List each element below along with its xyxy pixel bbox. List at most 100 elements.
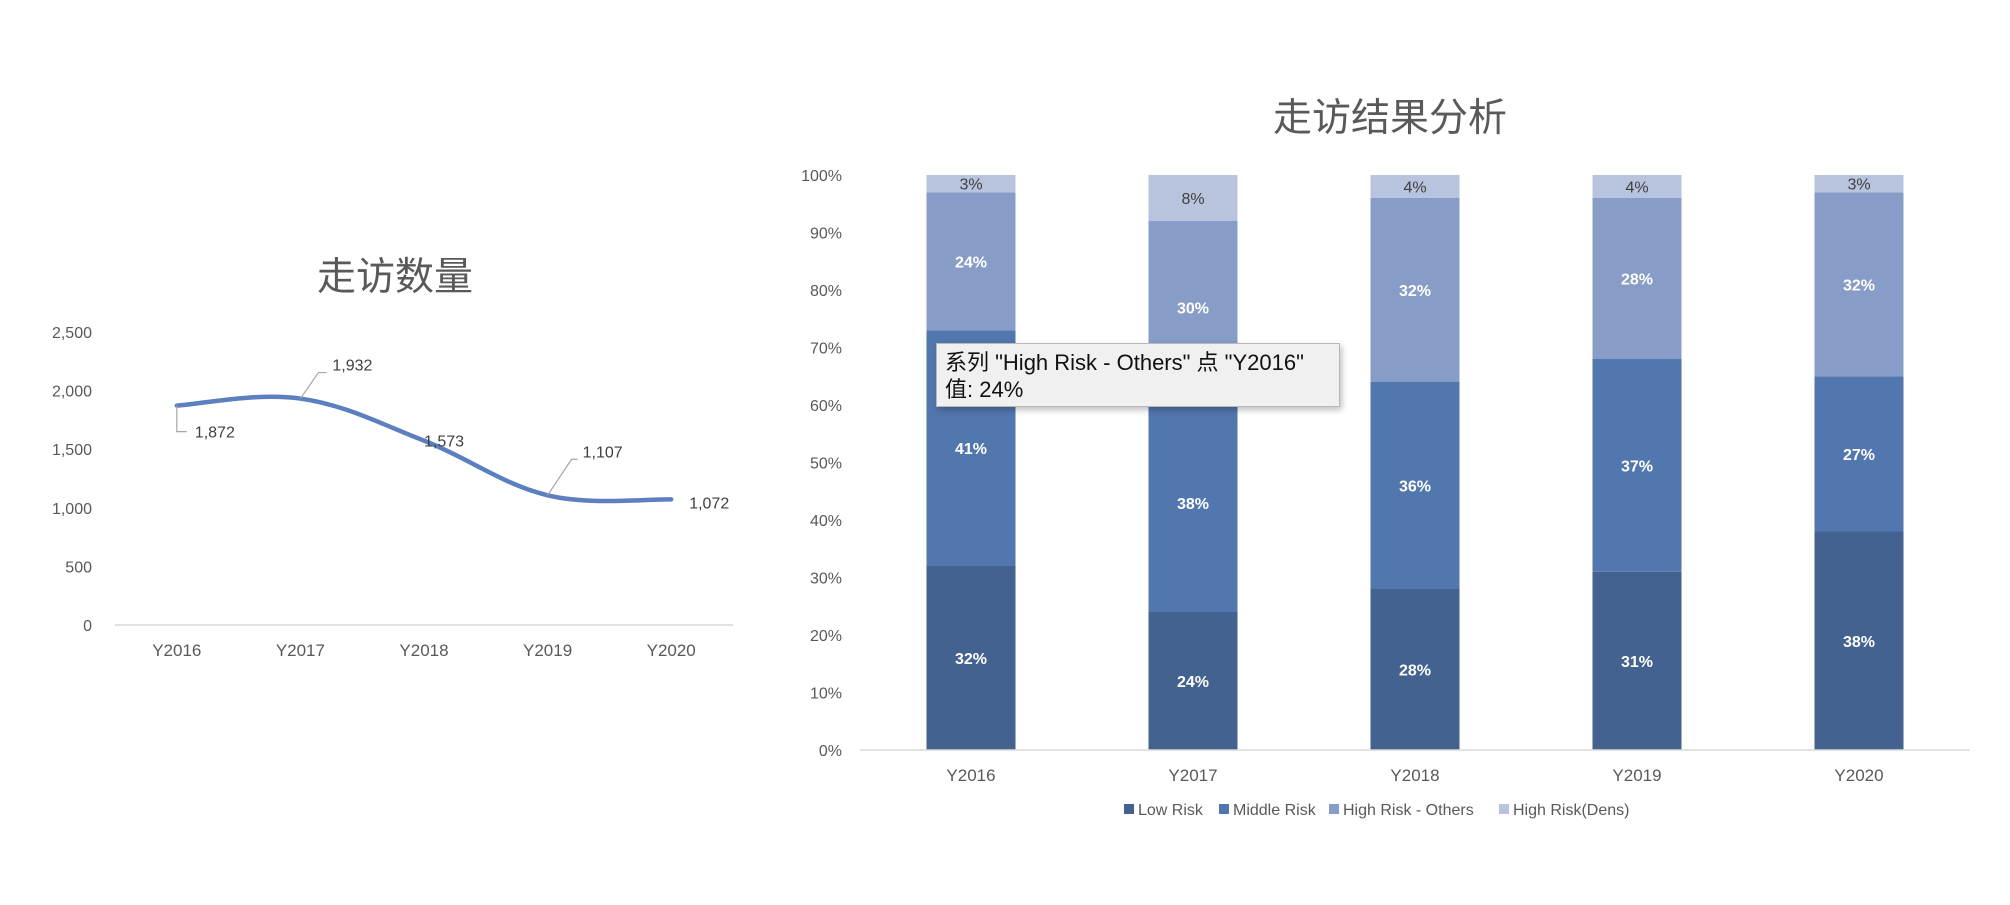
bar-segment-label: 32% <box>1843 277 1875 294</box>
legend-item[interactable]: High Risk - Others <box>1329 802 1474 819</box>
bar-segment[interactable] <box>1148 175 1238 221</box>
line-data-label: 1,932 <box>332 358 372 375</box>
bar-segment[interactable] <box>1148 393 1238 613</box>
line-data-label: 1,573 <box>424 434 464 451</box>
line-series[interactable] <box>174 394 674 504</box>
bar-segment-label: 32% <box>1399 283 1431 300</box>
bar-y-tick-label: 100% <box>801 168 842 185</box>
line-label-leader <box>176 405 187 433</box>
bar-y-tick-label: 0% <box>819 743 842 760</box>
bar-segment-label: 4% <box>1625 180 1648 197</box>
line-y-tick-label: 1,500 <box>52 442 92 459</box>
bar-segment[interactable] <box>1592 198 1682 359</box>
bar-segment-label: 37% <box>1621 458 1653 475</box>
bar-segment[interactable] <box>1370 589 1460 750</box>
bar-segment-label: 41% <box>955 441 987 458</box>
line-y-tick-label: 1,000 <box>52 501 92 518</box>
bar-segment[interactable] <box>926 566 1016 750</box>
bar-segment[interactable] <box>1592 571 1682 750</box>
bar-x-tick-label: Y2020 <box>1834 766 1883 785</box>
bar-y-tick-label: 80% <box>810 283 842 300</box>
line-y-tick-label: 0 <box>83 618 92 635</box>
legend-item[interactable]: High Risk(Dens) <box>1499 802 1629 819</box>
bar-x-tick-label: Y2018 <box>1390 766 1439 785</box>
data-point-tooltip: 系列 "High Risk - Others" 点 "Y2016" 值: 24% <box>936 343 1340 407</box>
line-y-tick-label: 500 <box>65 559 92 576</box>
bar-chart-y-axis: 0% 10% 20% 30% 40% 50% 60% 70% 80% 90% 100% <box>801 168 842 760</box>
bar-segment[interactable] <box>1370 382 1460 589</box>
bar-y-tick-label: 70% <box>810 341 842 358</box>
bar-segment[interactable] <box>926 175 1016 193</box>
bar-segment-label: 30% <box>1177 300 1209 317</box>
bar-segment[interactable] <box>1592 175 1682 198</box>
line-label-leader <box>299 371 327 399</box>
bar-segment-label: 3% <box>1847 177 1870 194</box>
bar-segment[interactable] <box>1814 175 1904 193</box>
bar-y-tick-label: 40% <box>810 513 842 530</box>
bar-y-tick-label: 10% <box>810 686 842 703</box>
bar-segment-label: 4% <box>1403 180 1426 197</box>
legend-label: High Risk(Dens) <box>1513 802 1629 819</box>
bar-y-tick-label: 60% <box>810 398 842 415</box>
legend-swatch <box>1329 804 1339 814</box>
bar-segment[interactable] <box>1814 376 1904 532</box>
legend-item[interactable]: Middle Risk <box>1219 802 1317 819</box>
bar-chart-legend: Low Risk Middle Risk High Risk - Others Hig… <box>1124 802 1629 819</box>
bar-segment-label: 28% <box>1399 663 1431 680</box>
bar-segment[interactable] <box>1814 531 1904 751</box>
bar-segment[interactable] <box>1370 175 1460 198</box>
line-x-tick-label: Y2016 <box>152 641 201 660</box>
bar-chart-bars: 32% 41% 24% 3% 24% 38% 30% 8% 28% 36% 32% 4% 31% 37% 2… <box>926 175 1904 751</box>
bar-segment[interactable] <box>1814 192 1904 377</box>
legend-label: Middle Risk <box>1233 802 1317 819</box>
bar-segment-label: 32% <box>955 651 987 668</box>
bar-segment-label: 24% <box>1177 674 1209 691</box>
line-chart-y-axis: 0 500 1,000 1,500 2,000 2,500 <box>52 325 92 635</box>
bar-segment-label: 8% <box>1181 191 1204 208</box>
bar-segment[interactable] <box>926 192 1016 331</box>
bar-segment-label: 38% <box>1177 496 1209 513</box>
legend-swatch <box>1219 804 1229 814</box>
bar-y-tick-label: 50% <box>810 456 842 473</box>
line-data-label: 1,072 <box>689 495 729 512</box>
bar-segment[interactable] <box>1592 359 1682 572</box>
bar-x-tick-label: Y2019 <box>1612 766 1661 785</box>
legend-label: High Risk - Others <box>1343 802 1474 819</box>
line-label-leader <box>547 458 578 496</box>
bar-segment-label: 36% <box>1399 479 1431 496</box>
line-chart-title: 走访数量 <box>317 256 473 299</box>
line-x-tick-label: Y2019 <box>523 641 572 660</box>
bar-segment-label: 38% <box>1843 634 1875 651</box>
line-chart: 走访数量 0 500 1,000 1,500 2,000 2,500 Y2016 Y2017… <box>52 256 733 660</box>
bar-segment-label: 27% <box>1843 447 1875 464</box>
line-y-tick-label: 2,500 <box>52 325 92 342</box>
legend-item[interactable]: Low Risk <box>1124 802 1204 819</box>
bar-segment-label: 3% <box>959 177 982 194</box>
line-chart-x-axis: Y2016 Y2017 Y2018 Y2019 Y2020 <box>152 641 696 660</box>
bar-x-tick-label: Y2016 <box>946 766 995 785</box>
line-y-tick-label: 2,000 <box>52 384 92 401</box>
line-data-labels: 1,872 1,932 1,573 1,107 1,072 <box>176 358 729 512</box>
bar-y-tick-label: 90% <box>810 226 842 243</box>
bar-segment-label: 31% <box>1621 654 1653 671</box>
legend-swatch <box>1499 804 1509 814</box>
bar-chart-title: 走访结果分析 <box>1273 97 1507 140</box>
line-data-label: 1,107 <box>583 444 623 461</box>
line-x-tick-label: Y2018 <box>399 641 448 660</box>
bar-segment-label: 24% <box>955 254 987 271</box>
bar-segment-label: 28% <box>1621 272 1653 289</box>
legend-label: Low Risk <box>1138 802 1204 819</box>
legend-swatch <box>1124 804 1134 814</box>
bar-segment[interactable] <box>1370 198 1460 382</box>
bar-chart-x-axis: Y2016 Y2017 Y2018 Y2019 Y2020 <box>946 766 1883 785</box>
stacked-bar-chart: 走访结果分析 0% 10% 20% 30% 40% 50% 60% 70% 80% 90% 100%… <box>801 97 1970 819</box>
bar-segment[interactable] <box>1148 612 1238 750</box>
line-x-tick-label: Y2020 <box>647 641 696 660</box>
bar-y-tick-label: 20% <box>810 628 842 645</box>
tooltip-value-line: 值: 24% <box>945 377 1024 402</box>
bar-x-tick-label: Y2017 <box>1168 766 1217 785</box>
line-x-tick-label: Y2017 <box>276 641 325 660</box>
line-data-label: 1,872 <box>195 425 235 442</box>
